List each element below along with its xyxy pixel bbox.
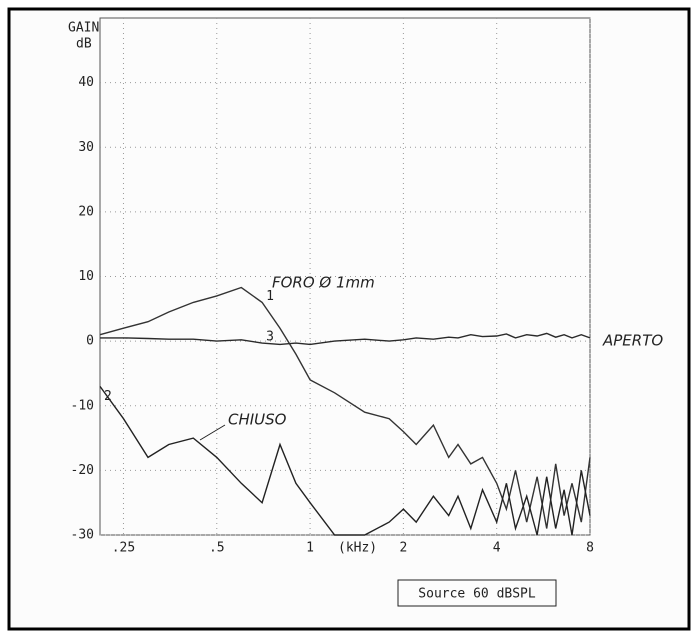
- annotation: CHIUSO: [228, 411, 287, 429]
- source: Source 60 dBSPL: [418, 587, 536, 602]
- series-label: 3: [266, 330, 274, 345]
- series-label: 2: [104, 389, 112, 404]
- source-box: [397, 579, 557, 607]
- y-tick-label: 40: [78, 75, 94, 90]
- y-label: GAIN: [68, 21, 99, 36]
- y-tick-label: 0: [86, 334, 94, 349]
- x-tick-label: 4: [493, 541, 501, 556]
- annotation: FORO Ø 1mm: [272, 274, 375, 292]
- y-unit: dB: [76, 37, 92, 52]
- x-unit: (kHz): [338, 541, 377, 556]
- series-label: 1: [266, 289, 274, 304]
- annotation-arrow: [199, 424, 226, 441]
- x-tick-label: 1: [306, 541, 314, 556]
- y-tick-label: 30: [78, 140, 94, 155]
- y-tick-label: -10: [71, 398, 94, 413]
- y-tick-label: -20: [71, 463, 94, 478]
- x-tick-label: .25: [112, 541, 135, 556]
- series-line: [99, 385, 591, 536]
- series-line: [99, 286, 591, 529]
- frame: [7, 7, 691, 631]
- x-tick-label: 2: [399, 541, 407, 556]
- x-tick-label: 8: [586, 541, 594, 556]
- series-line: [100, 332, 591, 346]
- y-tick-label: -30: [71, 528, 94, 543]
- x-tick-label: .5: [209, 541, 225, 556]
- annotation: APERTO: [602, 332, 663, 350]
- y-tick-label: 10: [78, 269, 94, 284]
- y-tick-label: 20: [78, 204, 94, 219]
